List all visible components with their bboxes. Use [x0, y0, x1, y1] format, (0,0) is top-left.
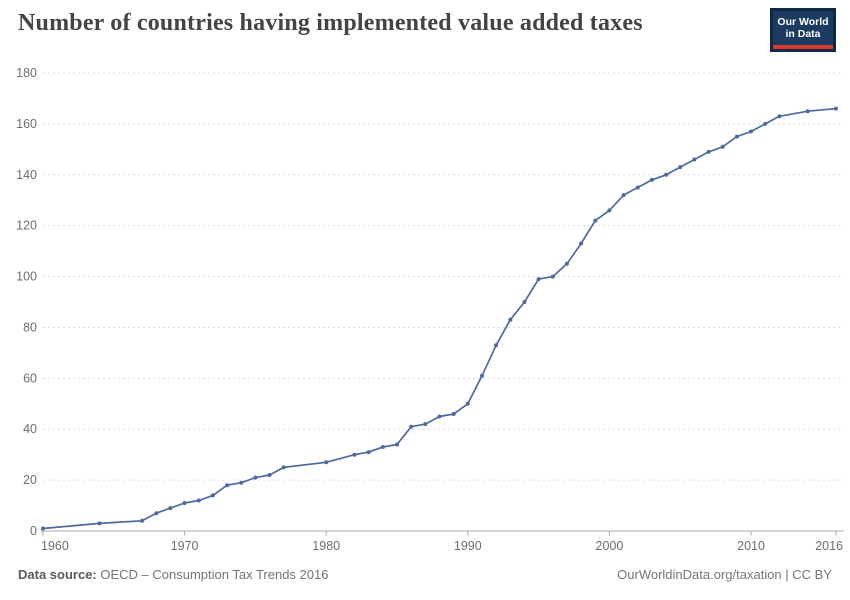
data-point: [324, 460, 329, 465]
data-point: [140, 518, 145, 523]
data-point: [239, 480, 244, 485]
data-point: [409, 424, 414, 429]
data-point: [281, 465, 286, 470]
data-point: [720, 144, 725, 149]
y-tick-label: 40: [23, 422, 37, 436]
x-tick-label: 1960: [41, 539, 69, 553]
x-tick-label: 1970: [171, 539, 199, 553]
data-point: [494, 343, 499, 348]
data-point: [210, 493, 215, 498]
data-point: [664, 172, 669, 177]
owid-url-link[interactable]: OurWorldinData.org/taxation | CC BY: [617, 567, 832, 582]
x-tick-label: 2010: [737, 539, 765, 553]
plot-area: 0 20 40 60 80 100 120 140 160 180 1960 1970 1980 1990…: [16, 66, 844, 553]
owid-logo-red-bar: [773, 45, 833, 49]
page-title: Number of countries having implemented v…: [18, 10, 643, 36]
data-point: [196, 498, 201, 503]
data-source-label: Data source:: [18, 567, 97, 582]
data-point: [182, 501, 187, 505]
y-tick-label: 80: [23, 320, 37, 334]
data-point: [550, 274, 555, 279]
data-point: [508, 317, 513, 322]
y-tick-label: 120: [16, 219, 37, 233]
data-point: [621, 193, 626, 198]
data-point: [763, 121, 768, 126]
data-point: [678, 165, 683, 170]
data-source-text: OECD – Consumption Tax Trends 2016: [96, 567, 329, 582]
x-tick-label: 1980: [312, 539, 340, 553]
y-tick-label: 0: [30, 524, 37, 538]
data-point: [437, 414, 442, 419]
owid-logo-line2: in Data: [785, 28, 821, 40]
data-point: [154, 511, 159, 516]
data-point: [805, 109, 810, 114]
data-point: [225, 483, 230, 488]
y-tick-label: 180: [16, 66, 37, 80]
y-tick-label: 60: [23, 371, 37, 385]
data-point: [649, 177, 654, 182]
footer: Data source: OECD – Consumption Tax Tren…: [18, 567, 832, 582]
data-point: [522, 300, 527, 304]
data-point: [451, 412, 456, 416]
data-point: [380, 445, 385, 449]
data-point: [395, 442, 399, 447]
owid-logo-line1: Our World: [777, 15, 829, 28]
x-tick-label: 2016: [815, 539, 843, 553]
data-point: [593, 218, 598, 223]
y-tick-label: 20: [23, 473, 37, 487]
data-point: [734, 134, 739, 139]
data-point: [253, 475, 258, 480]
data-point: [423, 422, 428, 427]
owid-logo-text: Our World in Data: [773, 11, 833, 45]
data-point: [41, 526, 45, 531]
trend-line: [42, 107, 837, 530]
data-point: [267, 473, 272, 477]
data-point: [749, 129, 753, 134]
data-source: Data source: OECD – Consumption Tax Tren…: [18, 567, 328, 582]
x-tick-label: 2000: [596, 539, 624, 553]
data-point: [480, 373, 484, 378]
data-point: [352, 452, 357, 457]
y-tick-label: 160: [16, 117, 37, 131]
data-point: [607, 208, 612, 213]
data-point: [366, 450, 371, 455]
data-point: [168, 506, 173, 511]
data-point: [692, 157, 697, 162]
data-point: [536, 277, 541, 282]
x-tick-label: 1990: [454, 539, 482, 553]
y-tick-label: 140: [16, 168, 37, 182]
data-point: [564, 261, 569, 266]
data-point: [706, 149, 711, 154]
data-point: [465, 401, 470, 406]
data-point: [97, 521, 102, 526]
data-point: [777, 114, 782, 119]
data-point: [834, 106, 838, 111]
owid-logo[interactable]: Our World in Data: [770, 8, 836, 52]
data-point: [635, 185, 640, 190]
data-point: [579, 241, 584, 246]
y-tick-label: 100: [16, 270, 37, 284]
